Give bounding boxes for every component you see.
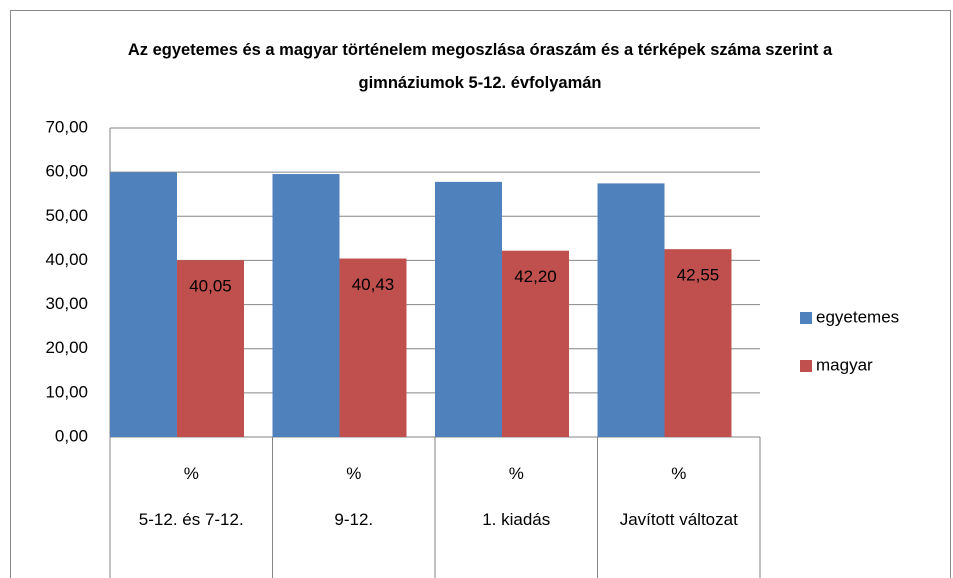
data-label: 40,05 [189, 277, 232, 296]
legend-label: egyetemes [816, 307, 899, 326]
y-tick-label: 10,00 [45, 382, 88, 401]
x-tick-label: Javított változat [619, 510, 738, 529]
y-tick-label: 20,00 [45, 338, 88, 357]
data-label: 40,43 [352, 275, 395, 294]
x-tick-label: 9-12. [334, 510, 374, 529]
x-tick-label: 5-12. és 7-12. [138, 510, 244, 529]
x-sublabel: % [508, 464, 524, 483]
y-tick-label: 30,00 [45, 294, 88, 313]
legend-swatch [800, 360, 812, 372]
y-tick-label: 70,00 [45, 117, 88, 136]
bar [110, 172, 177, 437]
data-label: 42,55 [677, 266, 720, 285]
y-tick-label: 0,00 [55, 426, 88, 445]
bar [435, 181, 502, 437]
bar [664, 249, 732, 437]
bar [272, 174, 340, 437]
chart-border [10, 10, 951, 578]
y-tick-label: 50,00 [45, 206, 88, 225]
bar [502, 250, 569, 437]
data-label: 42,20 [514, 267, 557, 286]
legend-label: magyar [816, 355, 873, 374]
x-sublabel: % [183, 464, 199, 483]
chart-title: Az egyetemes és a magyar történelem mego… [127, 41, 833, 92]
bar [177, 260, 244, 437]
bar [339, 258, 407, 437]
x-sublabel: % [346, 464, 362, 483]
x-tick-label: 1. kiadás [482, 510, 551, 529]
legend-swatch [800, 312, 812, 324]
x-sublabel: % [671, 464, 687, 483]
bar [597, 183, 665, 437]
y-tick-label: 60,00 [45, 162, 88, 181]
y-tick-label: 40,00 [45, 250, 88, 269]
